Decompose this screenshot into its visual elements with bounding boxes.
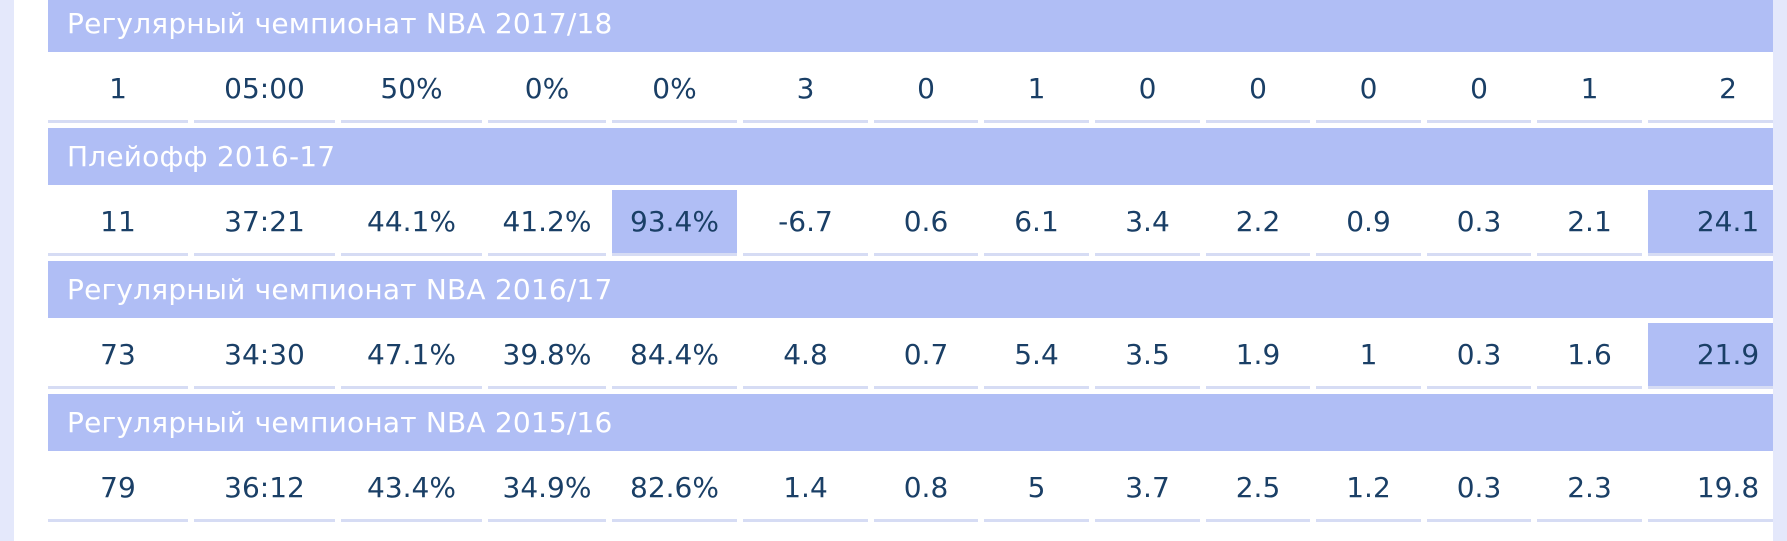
- stat-cell: 0: [1427, 57, 1531, 123]
- stat-cell: 47.1%: [341, 323, 482, 389]
- stat-cell: 0.3: [1427, 323, 1531, 389]
- stat-cell: 1.2: [1316, 456, 1421, 522]
- stat-cell: 5.4: [984, 323, 1089, 389]
- stat-cell: 2.3: [1537, 456, 1642, 522]
- stat-cell: 3: [743, 57, 868, 123]
- stat-cell: 79: [48, 456, 188, 522]
- table-row: 1 05:00 50% 0% 0% 3 0 1 0 0 0 0 1 2: [48, 57, 1773, 123]
- stat-cell: 1.9: [1206, 323, 1310, 389]
- stat-cell: 44.1%: [341, 190, 482, 256]
- season-header-row: Плейофф 2016-17: [48, 128, 1773, 185]
- stat-cell: 0.8: [874, 456, 978, 522]
- table-row: 79 36:12 43.4% 34.9% 82.6% 1.4 0.8 5 3.7 2.5 1.2 0.…: [48, 456, 1773, 522]
- stats-panel: Регулярный чемпионат NBA 2017/18 1 05:00 50…: [14, 0, 1773, 541]
- stat-cell: 4.8: [743, 323, 868, 389]
- stat-cell: 0.7: [874, 323, 978, 389]
- season-stats-body: Регулярный чемпионат NBA 2017/18 1 05:00 50…: [48, 0, 1773, 522]
- table-row: 73 34:30 47.1% 39.8% 84.4% 4.8 0.7 5.4 3.5 1.9 1 0.…: [48, 323, 1773, 389]
- stat-cell: 1: [1316, 323, 1421, 389]
- stat-cell: 82.6%: [612, 456, 737, 522]
- stat-cell: 0: [874, 57, 978, 123]
- stat-cell: 5: [984, 456, 1089, 522]
- stat-cell: 3.7: [1095, 456, 1200, 522]
- table-row: 11 37:21 44.1% 41.2% 93.4% -6.7 0.6 6.1 3.4 2.2 0.…: [48, 190, 1773, 256]
- stat-cell: 50%: [341, 57, 482, 123]
- season-title: Регулярный чемпионат NBA 2017/18: [48, 0, 1773, 52]
- stat-cell: 21.9: [1648, 323, 1773, 389]
- stat-cell: 41.2%: [488, 190, 606, 256]
- stat-cell: 0.3: [1427, 456, 1531, 522]
- stat-cell: 36:12: [194, 456, 335, 522]
- stat-cell: 3.5: [1095, 323, 1200, 389]
- stat-cell: 0.6: [874, 190, 978, 256]
- stat-cell: 05:00: [194, 57, 335, 123]
- stat-cell: -6.7: [743, 190, 868, 256]
- stat-cell: 0: [1316, 57, 1421, 123]
- stat-cell: 0: [1206, 57, 1310, 123]
- stat-cell: 73: [48, 323, 188, 389]
- season-title: Регулярный чемпионат NBA 2016/17: [48, 261, 1773, 318]
- stat-cell: 34.9%: [488, 456, 606, 522]
- stat-cell: 1: [48, 57, 188, 123]
- stat-cell: 1: [1537, 57, 1642, 123]
- stat-cell: 1.4: [743, 456, 868, 522]
- season-header-row: Регулярный чемпионат NBA 2017/18: [48, 0, 1773, 52]
- stat-cell: 39.8%: [488, 323, 606, 389]
- stat-cell: 2.1: [1537, 190, 1642, 256]
- stat-cell: 0.3: [1427, 190, 1531, 256]
- stat-cell: 43.4%: [341, 456, 482, 522]
- stat-cell: 2.5: [1206, 456, 1310, 522]
- stat-cell: 84.4%: [612, 323, 737, 389]
- stat-cell: 19.8: [1648, 456, 1773, 522]
- stat-cell: 37:21: [194, 190, 335, 256]
- season-header-row: Регулярный чемпионат NBA 2016/17: [48, 261, 1773, 318]
- stat-cell: 0: [1095, 57, 1200, 123]
- stat-cell: 2: [1648, 57, 1773, 123]
- stat-cell: 1.6: [1537, 323, 1642, 389]
- stat-cell: 24.1: [1648, 190, 1773, 256]
- season-title: Регулярный чемпионат NBA 2015/16: [48, 394, 1773, 451]
- stat-cell: 1: [984, 57, 1089, 123]
- stat-cell: 93.4%: [612, 190, 737, 256]
- stat-cell: 34:30: [194, 323, 335, 389]
- season-header-row: Регулярный чемпионат NBA 2015/16: [48, 394, 1773, 451]
- stat-cell: 6.1: [984, 190, 1089, 256]
- stat-cell: 0.9: [1316, 190, 1421, 256]
- stat-cell: 0%: [488, 57, 606, 123]
- stat-cell: 3.4: [1095, 190, 1200, 256]
- season-title: Плейофф 2016-17: [48, 128, 1773, 185]
- stat-cell: 0%: [612, 57, 737, 123]
- stat-cell: 11: [48, 190, 188, 256]
- season-stats-table: Регулярный чемпионат NBA 2017/18 1 05:00 50…: [42, 0, 1773, 527]
- stat-cell: 2.2: [1206, 190, 1310, 256]
